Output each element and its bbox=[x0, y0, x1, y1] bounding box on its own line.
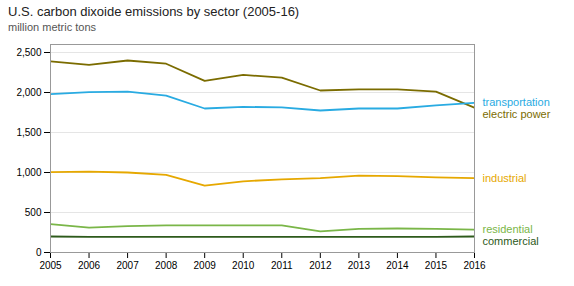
svg-text:2014: 2014 bbox=[386, 260, 409, 271]
svg-text:2006: 2006 bbox=[78, 260, 101, 271]
svg-text:2013: 2013 bbox=[348, 260, 371, 271]
svg-text:residential: residential bbox=[483, 223, 533, 235]
svg-text:electric power: electric power bbox=[483, 108, 551, 120]
svg-text:2009: 2009 bbox=[194, 260, 217, 271]
svg-text:industrial: industrial bbox=[483, 172, 527, 184]
svg-text:2012: 2012 bbox=[309, 260, 332, 271]
svg-text:2,500: 2,500 bbox=[16, 47, 41, 58]
svg-text:1,000: 1,000 bbox=[16, 167, 41, 178]
svg-text:2,000: 2,000 bbox=[16, 87, 41, 98]
svg-text:2007: 2007 bbox=[116, 260, 139, 271]
svg-text:commercial: commercial bbox=[483, 235, 539, 247]
svg-text:2016: 2016 bbox=[463, 260, 486, 271]
html-text:million metric tons: million metric tons bbox=[8, 21, 96, 33]
html-text:U.S. carbon dixoide emissions: U.S. carbon dixoide emissions by sector … bbox=[8, 4, 300, 19]
svg-text:2010: 2010 bbox=[232, 260, 255, 271]
svg-text:transportation: transportation bbox=[483, 96, 550, 108]
svg-text:500: 500 bbox=[25, 207, 42, 218]
svg-text:2011: 2011 bbox=[271, 260, 293, 271]
svg-text:2005: 2005 bbox=[39, 260, 62, 271]
svg-text:1,500: 1,500 bbox=[16, 127, 41, 138]
svg-text:2015: 2015 bbox=[425, 260, 448, 271]
svg-text:0: 0 bbox=[36, 247, 42, 258]
svg-text:2008: 2008 bbox=[155, 260, 178, 271]
